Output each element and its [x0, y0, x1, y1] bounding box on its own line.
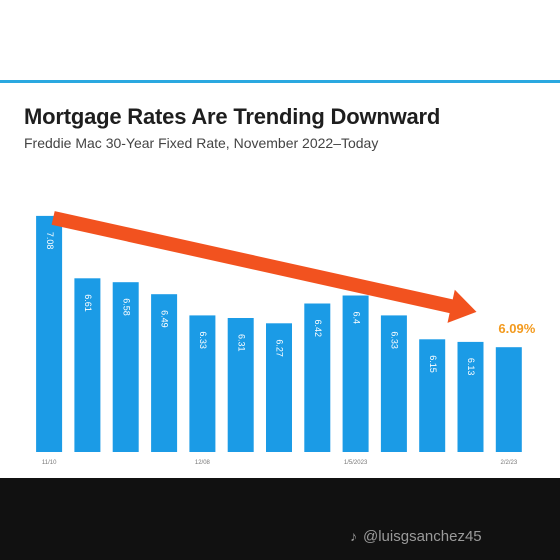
bar-value-label-11: 6.13: [466, 358, 476, 376]
bar-10: [419, 339, 446, 452]
bar-value-label-6: 6.27: [275, 339, 285, 357]
bar-value-label-1: 6.61: [83, 294, 93, 312]
bar-0: [36, 215, 63, 452]
bar-value-label-4: 6.33: [198, 331, 208, 349]
bar-7: [304, 303, 331, 452]
music-note-icon: ♪: [350, 528, 357, 544]
bar-5: [227, 318, 254, 452]
x-tick-label-12: 2/2/23: [501, 460, 518, 466]
bar-value-label-2: 6.58: [121, 298, 131, 316]
bar-value-label-9: 6.33: [390, 331, 400, 349]
watermark-text: @luisgsanchez45: [363, 528, 482, 545]
bar-value-label-0: 7.08: [45, 232, 55, 250]
last-value-annotation: 6.09%: [498, 321, 535, 336]
trend-arrow: [51, 211, 477, 323]
bar-9: [380, 315, 407, 452]
bar-11: [457, 341, 484, 452]
chart-title: Mortgage Rates Are Trending Downward: [24, 104, 441, 129]
top-blank-area: [0, 0, 560, 80]
chart-subtitle: Freddie Mac 30-Year Fixed Rate, November…: [24, 135, 379, 151]
bar-12: [495, 347, 522, 452]
bar-1: [74, 278, 101, 452]
x-tick-label-4: 12/08: [195, 460, 211, 466]
video-bottom-band: [0, 478, 560, 560]
bar-value-label-10: 6.15: [428, 355, 438, 373]
bar-4: [189, 315, 216, 452]
accent-rule: [0, 80, 560, 83]
bar-6: [266, 323, 292, 452]
x-tick-label-0: 11/10: [42, 460, 57, 466]
bar-value-label-3: 6.49: [160, 310, 170, 328]
bar-3: [151, 294, 178, 452]
bar-value-label-7: 6.42: [313, 319, 323, 337]
bar-value-label-8: 6.4: [351, 311, 361, 324]
bar-8: [342, 295, 369, 452]
bar-2: [112, 282, 139, 452]
bar-value-label-5: 6.31: [236, 334, 246, 352]
watermark: ♪ @luisgsanchez45: [350, 528, 482, 545]
x-tick-label-8: 1/5/2023: [344, 460, 368, 466]
